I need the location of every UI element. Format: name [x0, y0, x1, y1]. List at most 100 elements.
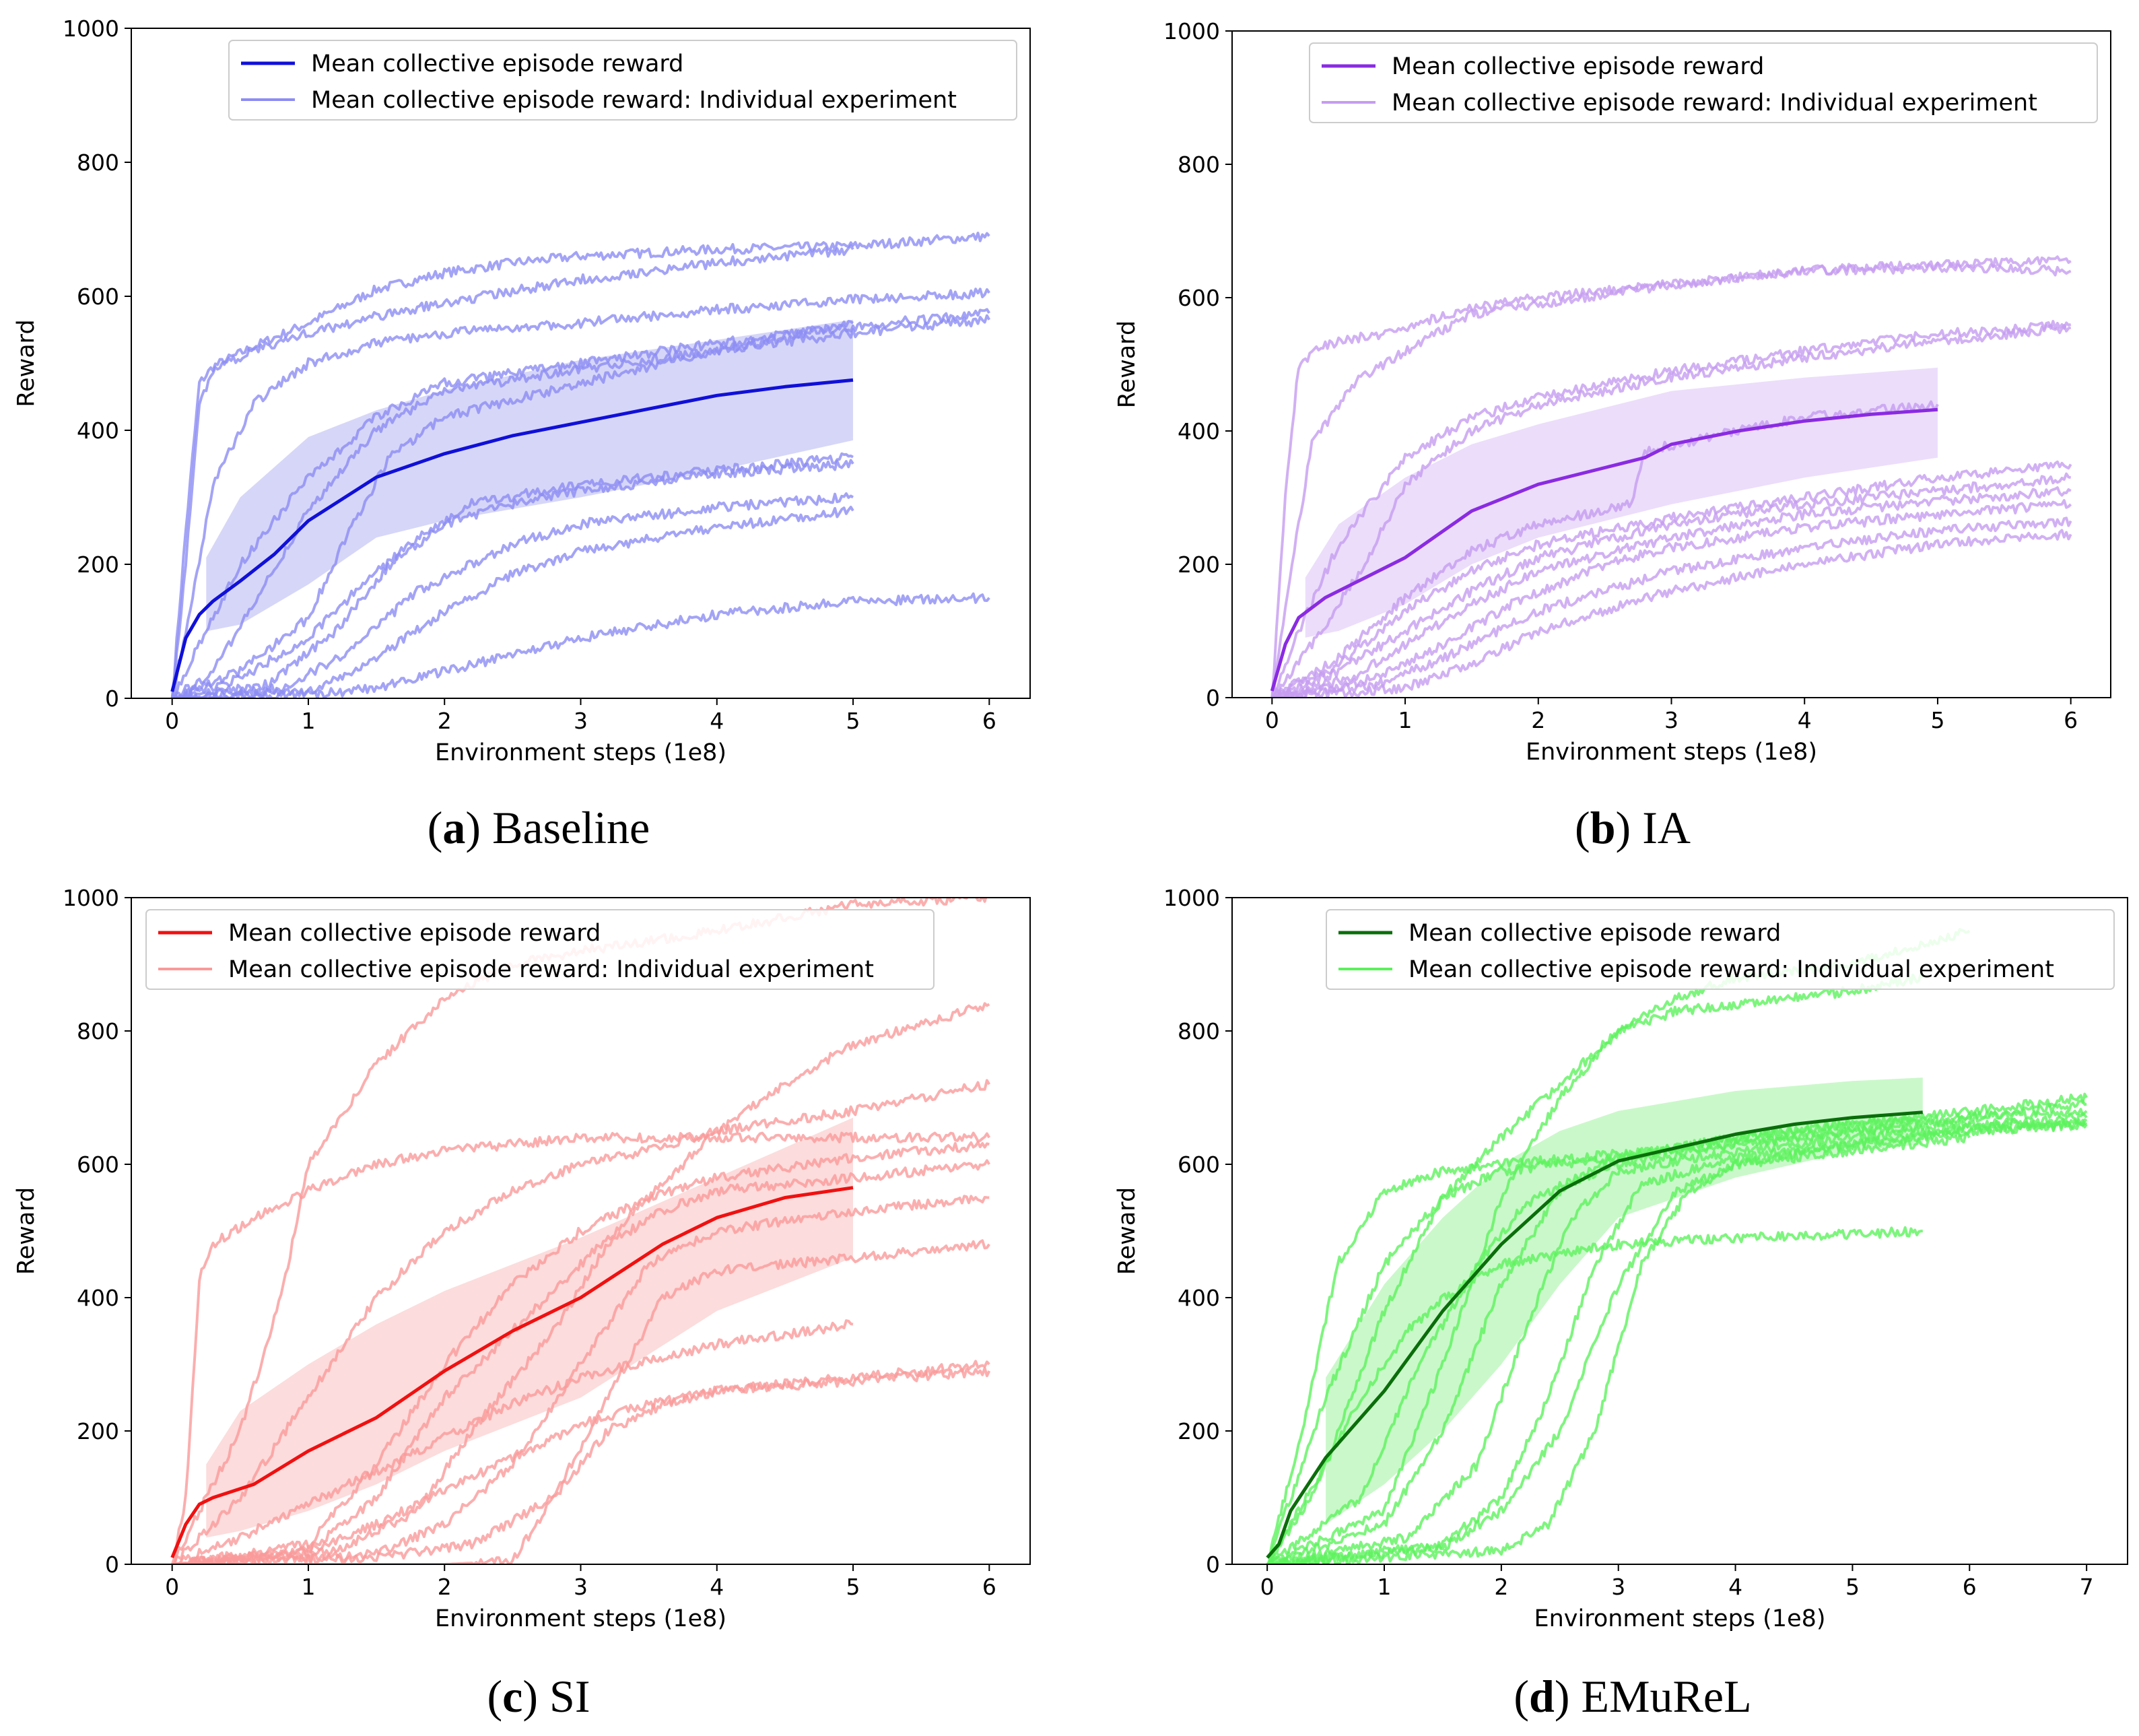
y-tick-label: 0 [1206, 1551, 1220, 1578]
legend-individual-label: Mean collective episode reward: Individu… [228, 956, 874, 983]
y-tick-label: 1000 [63, 15, 119, 42]
x-tick-label: 4 [1798, 707, 1812, 733]
individual-run-line [1267, 1108, 2088, 1564]
x-tick-label: 1 [1378, 1574, 1392, 1600]
x-tick-label: 6 [982, 1574, 996, 1600]
caption-paren-open: ( [1514, 1671, 1529, 1722]
y-tick-label: 0 [1206, 685, 1220, 711]
x-tick-label: 5 [1930, 707, 1944, 733]
plot-content [170, 232, 991, 698]
mean-reward-line [170, 378, 854, 692]
caption-paren-close: ) [1555, 1671, 1582, 1722]
legend-mean-label: Mean collective episode reward [1408, 920, 1781, 947]
y-tick-label: 200 [77, 552, 119, 578]
legend-individual-label: Mean collective episode reward: Individu… [1408, 956, 2054, 983]
plot-content [1270, 255, 2072, 698]
mean-reward-line [1270, 407, 1938, 692]
legend-mean-label: Mean collective episode reward [311, 51, 683, 77]
individual-run-line [172, 592, 990, 698]
x-tick-label: 5 [1845, 1574, 1860, 1600]
legend-individual-label: Mean collective episode reward: Individu… [1392, 90, 2037, 116]
legend-mean-label: Mean collective episode reward [228, 920, 601, 947]
individual-run-line [1270, 261, 2072, 698]
y-tick-label: 400 [77, 1285, 119, 1311]
x-tick-label: 3 [574, 1574, 588, 1600]
y-tick-label: 200 [77, 1418, 119, 1444]
mean-reward-line [1266, 1110, 1923, 1559]
caption-title: Baseline [492, 802, 650, 853]
y-tick-label: 600 [77, 1151, 119, 1178]
x-tick-label: 0 [165, 708, 179, 734]
caption-title: IA [1642, 802, 1691, 853]
y-axis-label: Reward [13, 319, 40, 407]
std-band [206, 319, 853, 632]
y-tick-label: 400 [1178, 1285, 1220, 1311]
x-tick-label: 1 [301, 708, 315, 734]
individual-run-line [1267, 1119, 2088, 1564]
individual-run-line [170, 1131, 991, 1564]
individual-run-line [1272, 324, 2072, 698]
y-tick-label: 600 [77, 283, 119, 310]
individual-run-line [172, 1239, 990, 1564]
panel-caption: (b) IA [1575, 802, 1691, 853]
individual-run-line [172, 492, 854, 698]
x-tick-label: 0 [165, 1574, 179, 1600]
individual-run-line [171, 320, 854, 698]
y-tick-label: 800 [1178, 152, 1220, 178]
x-tick-label: 0 [1260, 1574, 1275, 1600]
mean-reward-line [170, 1186, 854, 1559]
individual-run-line [1271, 320, 2072, 698]
x-tick-label: 6 [2064, 707, 2078, 733]
std-band [1305, 368, 1938, 638]
x-tick-label: 1 [1398, 707, 1413, 733]
legend: Mean collective episode reward Mean colle… [228, 40, 1017, 121]
caption-paren-close: ) [1616, 802, 1643, 853]
y-tick-label: 800 [77, 1018, 119, 1044]
y-tick-label: 200 [1178, 1418, 1220, 1444]
x-tick-label: 4 [1728, 1574, 1742, 1600]
x-tick-label: 0 [1265, 707, 1279, 733]
y-tick-label: 600 [1178, 285, 1220, 311]
caption-paren-open: ( [487, 1671, 503, 1722]
std-band [1326, 1077, 1923, 1525]
caption-paren-close: ) [465, 802, 492, 853]
legend-mean-label: Mean collective episode reward [1392, 53, 1764, 80]
legend-box [145, 909, 935, 990]
legend-box [228, 40, 1017, 121]
chart-panel-a: 0 1 2 3 4 5 6 0 200 400 600 800 1000 Environment step… [13, 15, 1031, 853]
legend-box [1309, 42, 2098, 123]
y-tick-label: 400 [1178, 418, 1220, 444]
std-band [206, 1117, 853, 1538]
individual-run-line [172, 459, 854, 698]
y-tick-label: 1000 [63, 885, 119, 911]
caption-paren-open: ( [1575, 802, 1590, 853]
individual-run-line [170, 288, 990, 698]
caption-title: EMuReL [1582, 1671, 1752, 1722]
caption-title: SI [549, 1671, 590, 1722]
caption-letter: c [502, 1671, 522, 1722]
x-tick-label: 4 [710, 708, 724, 734]
caption-letter: b [1590, 802, 1616, 853]
x-tick-label: 2 [1494, 1574, 1508, 1600]
individual-run-line [1271, 400, 1939, 698]
x-tick-label: 4 [710, 1574, 724, 1600]
y-tick-label: 800 [1178, 1018, 1220, 1044]
individual-run-line [172, 1195, 990, 1564]
x-tick-label: 6 [1963, 1574, 1977, 1600]
individual-run-line [172, 452, 854, 698]
y-tick-label: 0 [105, 686, 119, 712]
panel-caption: (c) SI [487, 1671, 590, 1722]
x-tick-label: 7 [2080, 1574, 2094, 1600]
panel-caption: (a) Baseline [428, 802, 650, 853]
y-tick-label: 0 [105, 1551, 119, 1578]
x-tick-label: 2 [1531, 707, 1545, 733]
individual-run-line [1271, 486, 2072, 698]
x-axis-label: Environment steps (1e8) [435, 1605, 726, 1632]
y-tick-label: 1000 [1163, 18, 1220, 44]
x-tick-label: 3 [574, 708, 588, 734]
individual-run-line [170, 244, 854, 698]
individual-run-line [1271, 499, 2072, 698]
chart-panel-b: 0 1 2 3 4 5 6 0 200 400 600 800 1000 Environment step… [1114, 18, 2111, 853]
individual-run-line [170, 232, 990, 698]
